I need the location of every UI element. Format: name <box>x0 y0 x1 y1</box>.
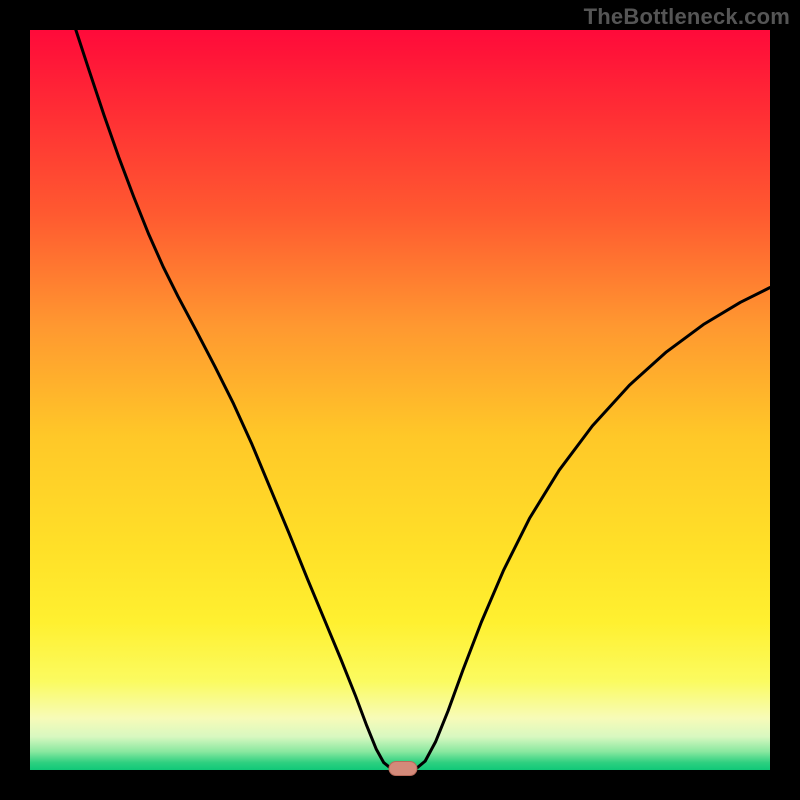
plot-background <box>30 30 770 770</box>
watermark-text: TheBottleneck.com <box>584 4 790 30</box>
bottleneck-chart <box>0 0 800 800</box>
chart-container: TheBottleneck.com <box>0 0 800 800</box>
optimum-marker <box>389 762 417 776</box>
